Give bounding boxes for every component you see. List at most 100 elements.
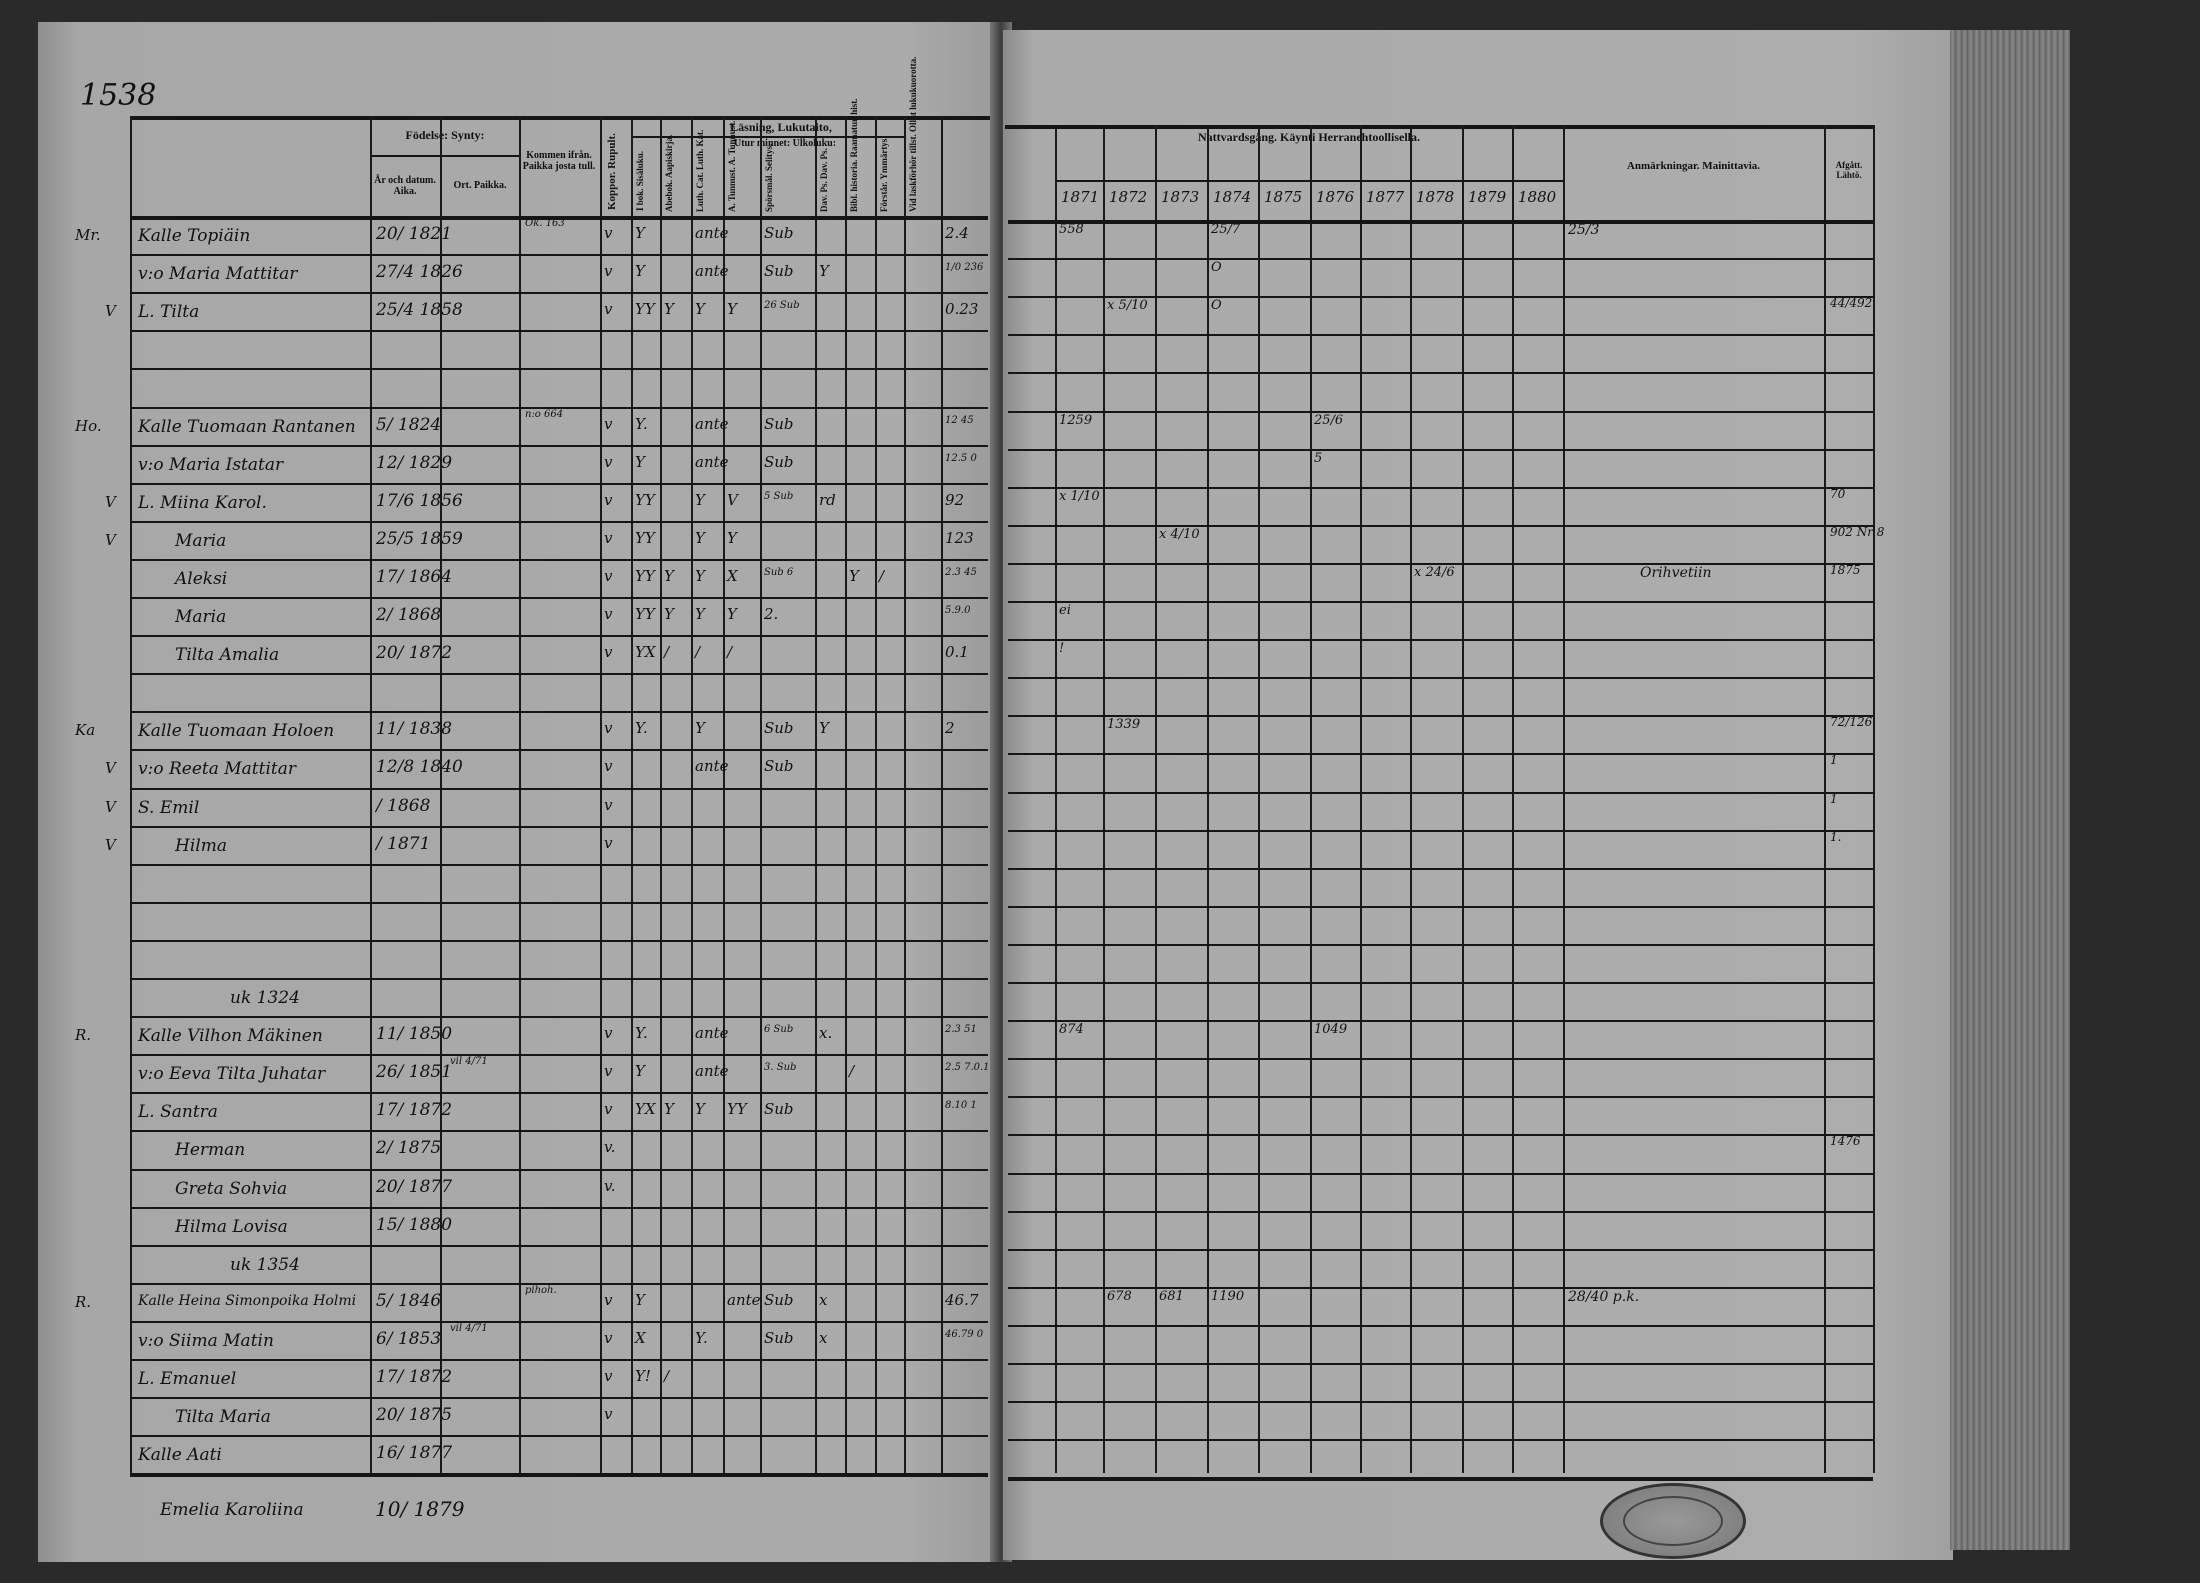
person-name: v:o Siima Matin — [138, 1330, 274, 1351]
person-name: Kalle Topiäin — [138, 226, 251, 246]
reading-subheader-rule — [631, 136, 904, 138]
communion-entry: 1049 — [1314, 1022, 1348, 1038]
column-rule — [815, 116, 817, 1474]
communion-entry: 5 — [1314, 450, 1323, 466]
reading-mark: v — [604, 452, 613, 471]
column-rule — [130, 116, 132, 1474]
birth-date: / 1868 — [376, 795, 431, 816]
communion-entry: 1190 — [1211, 1288, 1245, 1304]
header-top-rule — [1005, 125, 1873, 129]
memory-group-header: Utur minnet: Ulkoluku: — [733, 138, 837, 149]
person-name: Tilta Amalia — [175, 645, 280, 666]
row-rule — [130, 635, 988, 637]
row-rule — [130, 1397, 988, 1399]
communion-entry: 678 — [1107, 1288, 1132, 1304]
margin-mark: V — [105, 759, 116, 778]
reading-mark: Y! — [635, 1367, 651, 1385]
margin-mark: R. — [75, 1292, 92, 1311]
person-name: L. Miina Karol. — [138, 492, 267, 513]
communion-entry: O — [1211, 298, 1222, 314]
birth-date: 17/ 1864 — [376, 566, 453, 587]
column-rule — [660, 116, 662, 1474]
column-rule — [370, 116, 372, 1474]
row-rule — [1008, 1325, 1873, 1327]
birth-date: 25/5 1859 — [376, 528, 463, 549]
birth-date: 20/ 1821 — [376, 224, 453, 244]
margin-mark: V — [105, 302, 116, 321]
reading-mark: x. — [819, 1024, 833, 1043]
birth-date: 27/4 1826 — [376, 262, 463, 283]
row-rule — [1008, 525, 1873, 527]
footer-entry-name: Emelia Karoliina — [160, 1500, 304, 1520]
birth-date: 11/ 1850 — [376, 1024, 453, 1045]
birth-date: 20/ 1877 — [376, 1176, 453, 1197]
column-rule — [1873, 125, 1875, 1474]
birth-date: 17/ 1872 — [376, 1100, 453, 1121]
came-from: pihoh. — [525, 1284, 557, 1296]
column-rule — [1410, 125, 1412, 1474]
communion-year-header: 1879 — [1468, 188, 1507, 206]
book-edge — [1950, 30, 2070, 1550]
reading-mark: rd — [819, 490, 836, 509]
column-rule — [1360, 125, 1362, 1474]
person-name: uk 1324 — [230, 988, 300, 1008]
row-rule — [130, 597, 988, 599]
person-name: v:o Eeva Tilta Juhatar — [138, 1064, 326, 1085]
reading-mark: Y — [635, 1290, 645, 1309]
reading-mark: / — [695, 643, 701, 662]
communion-entry: x 24/6 — [1414, 564, 1455, 580]
came-from: n:o 664 — [525, 408, 564, 420]
reading-mark: 6 Sub — [764, 1024, 794, 1036]
row-rule — [130, 864, 988, 866]
communion-year-header: 1876 — [1316, 188, 1355, 206]
birth-date: 5/ 1846 — [376, 1290, 442, 1311]
row-rule — [130, 1092, 988, 1094]
reading-mark: / — [879, 566, 885, 585]
reading-mark: ante — [695, 757, 729, 776]
column-rule — [1258, 125, 1260, 1474]
person-name: Tilta Maria — [175, 1407, 271, 1428]
reading-mark: YX — [635, 643, 656, 662]
row-rule — [1008, 258, 1873, 260]
reading-mark: v — [604, 1405, 613, 1424]
birth-date: 25/4 1858 — [376, 300, 463, 321]
reading-mark: 8.10 1 — [945, 1100, 977, 1112]
row-rule — [130, 1054, 988, 1056]
person-name: L. Emanuel — [138, 1369, 237, 1389]
communion-entry: 25/6 — [1314, 412, 1344, 428]
communion-year-header: 1872 — [1109, 188, 1148, 206]
person-name: Aleksi — [175, 568, 228, 589]
reading-mark: 92 — [945, 490, 965, 509]
birth-date: 16/ 1877 — [376, 1443, 453, 1464]
reading-mark: Y — [695, 528, 705, 547]
reading-mark: 26 Sub — [764, 300, 800, 312]
margin-mark: V — [105, 797, 116, 816]
row-rule — [130, 826, 988, 828]
reading-mark: Y — [727, 528, 737, 547]
row-rule — [1008, 296, 1873, 298]
footer-entry-birth: 10/ 1879 — [375, 1497, 465, 1521]
reading-column-header: Dav. Ps. Dav. Ps. — [819, 148, 829, 212]
reading-mark: v — [604, 566, 613, 585]
reading-mark: Sub — [764, 1290, 794, 1309]
reading-mark: Y — [819, 262, 829, 281]
communion-year-header: 1878 — [1416, 188, 1455, 206]
row-rule — [1008, 1058, 1873, 1060]
column-rule — [1824, 125, 1826, 1474]
reading-mark: X — [727, 566, 738, 585]
row-rule — [130, 1130, 988, 1132]
column-rule — [1055, 125, 1057, 1474]
birth-date: 12/8 1840 — [376, 757, 463, 778]
margin-mark: Ka — [75, 721, 96, 740]
reading-column-header: Spörsmål. Selitys. — [764, 143, 774, 212]
person-name: v:o Maria Istatar — [138, 454, 284, 475]
reading-group-header: Läsning, Lukutaito, — [730, 120, 832, 134]
row-rule — [130, 1207, 988, 1209]
column-rule — [875, 116, 877, 1474]
communion-entry: 874 — [1059, 1022, 1084, 1038]
departed-entry: 902 Nr 8 — [1830, 524, 1885, 539]
reading-mark: v — [604, 300, 613, 319]
communion-entry: O — [1211, 260, 1222, 276]
communion-entry: x 4/10 — [1159, 526, 1200, 542]
row-rule — [130, 445, 988, 447]
